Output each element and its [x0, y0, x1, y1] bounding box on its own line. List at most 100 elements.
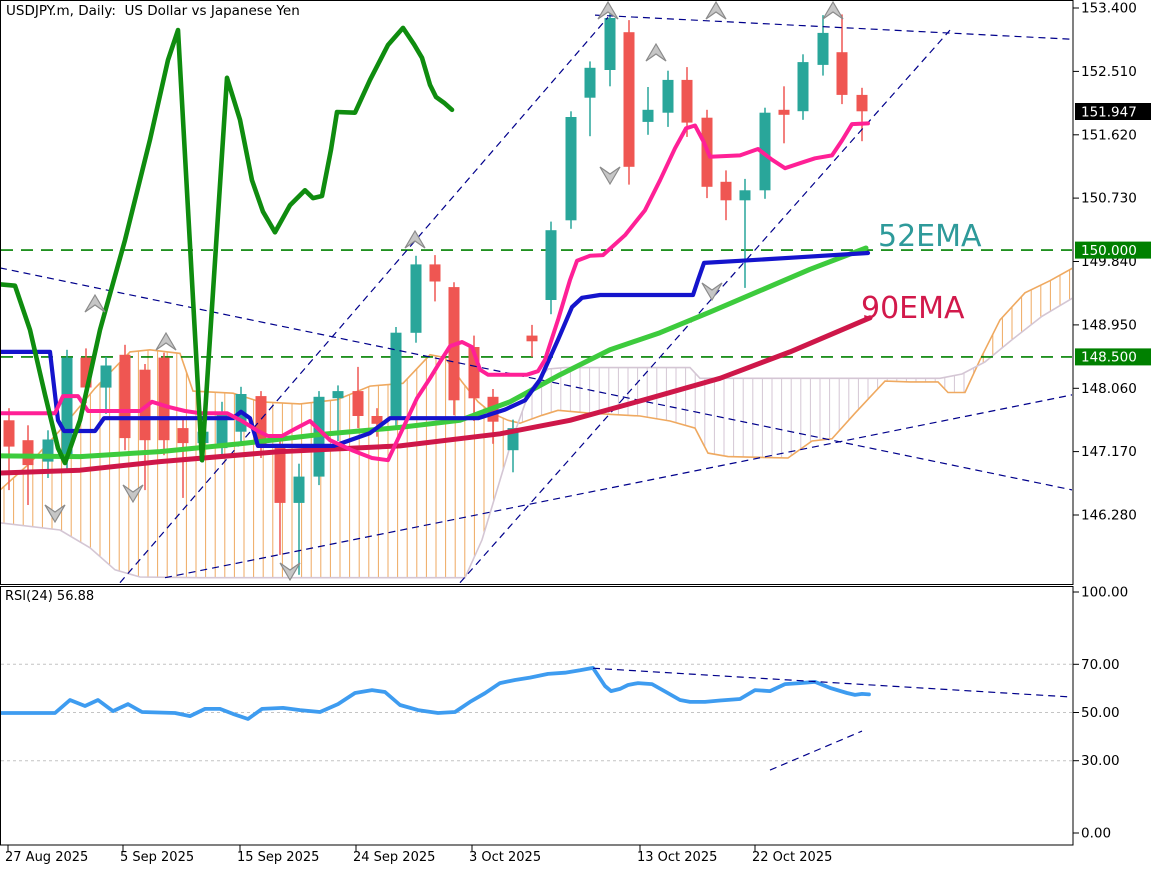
price-badge	[1075, 348, 1151, 366]
bull-candle	[797, 62, 809, 112]
bear-candle	[119, 354, 131, 439]
bear-candle	[274, 445, 286, 503]
price-tick-label: 148.950	[1081, 317, 1137, 333]
price-tick-label: 152.510	[1081, 64, 1137, 80]
price-tick-label: 147.170	[1081, 444, 1137, 460]
main-pane-border	[0, 0, 1074, 585]
bear-candle	[623, 32, 635, 167]
ema90-line	[1, 315, 873, 476]
rsi-tick-label: 50.00	[1081, 705, 1120, 721]
rsi-line	[1, 666, 871, 721]
bull-candle	[759, 112, 771, 191]
signal-arrows	[44, 1, 844, 582]
price-badge-label: 148.500	[1081, 350, 1137, 366]
green-oscillator-line	[1, 25, 455, 466]
main-pane[interactable]	[0, 1, 1073, 584]
down-arrow-icon	[701, 282, 723, 302]
bull-candle	[42, 439, 54, 462]
bull-candle	[332, 391, 344, 399]
bear-candle	[720, 181, 732, 201]
bear-candle	[158, 357, 170, 441]
price-tick-label: 148.060	[1081, 381, 1137, 397]
trendline-4	[164, 394, 1072, 579]
date-tick-label: 22 Oct 2025	[752, 850, 832, 865]
ema90-label: 90EMA	[861, 291, 965, 326]
down-arrow-icon	[44, 504, 66, 524]
up-arrow-icon	[404, 229, 426, 249]
bull-candle	[565, 117, 577, 221]
bear-candle	[526, 335, 538, 342]
chart-title: USDJPY.m, Daily: US Dollar vs Japanese Y…	[6, 3, 300, 19]
trendline-2	[594, 14, 1072, 40]
bull-candle	[61, 357, 73, 456]
ema52-line	[1, 245, 869, 460]
date-tick-label: 5 Sep 2025	[120, 850, 194, 865]
date-tick-label: 13 Oct 2025	[637, 850, 717, 865]
price-axis[interactable]: 153.400152.510151.620150.730149.840148.9…	[1073, 1, 1151, 524]
bear-candle	[177, 428, 189, 444]
kijun-line	[1, 250, 871, 448]
rsi-tick-label: 0.00	[1081, 826, 1111, 842]
bull-candle	[507, 428, 519, 451]
price-badge	[1075, 241, 1151, 259]
rsi-tick-label: 70.00	[1081, 657, 1120, 673]
up-arrow-icon	[705, 1, 727, 20]
up-arrow-icon	[155, 331, 177, 351]
rsi-indicator-label: RSI(24) 56.88	[5, 589, 95, 604]
bear-candle	[778, 109, 790, 115]
down-arrow-icon	[279, 562, 301, 582]
bear-candle	[352, 391, 364, 416]
trendline-3	[119, 16, 609, 584]
bull-candle	[216, 411, 228, 449]
tenkan-line	[1, 121, 870, 463]
bull-candle	[390, 332, 402, 420]
bear-candle	[468, 347, 480, 399]
bull-candle	[100, 365, 112, 388]
bull-candle	[584, 67, 596, 98]
down-arrow-icon	[122, 484, 144, 504]
rsi-trendline-1	[592, 667, 1072, 698]
price-badge-label: 150.000	[1081, 243, 1137, 259]
bear-candle	[371, 416, 383, 424]
rsi-trendline-2	[769, 730, 863, 771]
bull-candle	[410, 264, 422, 333]
rsi-tick-label: 30.00	[1081, 753, 1120, 769]
date-tick-label: 24 Sep 2025	[353, 850, 435, 865]
rsi-pane-border	[0, 586, 1074, 846]
bear-candle	[681, 79, 693, 123]
bull-candle	[293, 476, 305, 503]
bear-candle	[22, 440, 34, 466]
up-arrow-icon	[84, 293, 106, 313]
trendline-1	[1, 267, 1072, 491]
date-tick-label: 15 Sep 2025	[237, 850, 319, 865]
rsi-pane[interactable]	[0, 663, 1073, 771]
up-arrow-icon	[822, 1, 844, 20]
ema52-label: 52EMA	[878, 219, 982, 254]
price-badge	[1075, 103, 1151, 120]
price-badge-label: 151.947	[1081, 104, 1137, 120]
price-tick-label: 151.620	[1081, 127, 1137, 143]
bull-candle	[739, 190, 751, 201]
down-arrow-icon	[599, 166, 621, 186]
bear-candle	[80, 357, 92, 388]
price-tick-label: 153.400	[1081, 1, 1137, 17]
bear-candle	[836, 52, 848, 95]
senkou-a-line	[1, 267, 1072, 491]
bull-candle	[545, 230, 557, 300]
up-arrow-icon	[597, 1, 619, 20]
date-tick-label: 27 Aug 2025	[5, 850, 88, 865]
bull-candle	[662, 79, 674, 113]
rsi-axis[interactable]: 100.00 70.00 50.00 30.00 0.00	[1073, 585, 1128, 842]
date-tick-label: 3 Oct 2025	[469, 850, 541, 865]
up-arrow-icon	[645, 42, 667, 62]
date-axis[interactable]: 27 Aug 2025 5 Sep 2025 15 Sep 2025 24 Sep 2…	[5, 845, 832, 865]
price-tick-label: 146.280	[1081, 508, 1137, 524]
bear-candle	[3, 420, 15, 447]
bear-candle	[255, 396, 267, 446]
bull-candle	[642, 109, 654, 122]
bull-candle	[817, 32, 829, 65]
price-tick-label: 150.730	[1081, 191, 1137, 207]
bull-candle	[604, 18, 616, 70]
